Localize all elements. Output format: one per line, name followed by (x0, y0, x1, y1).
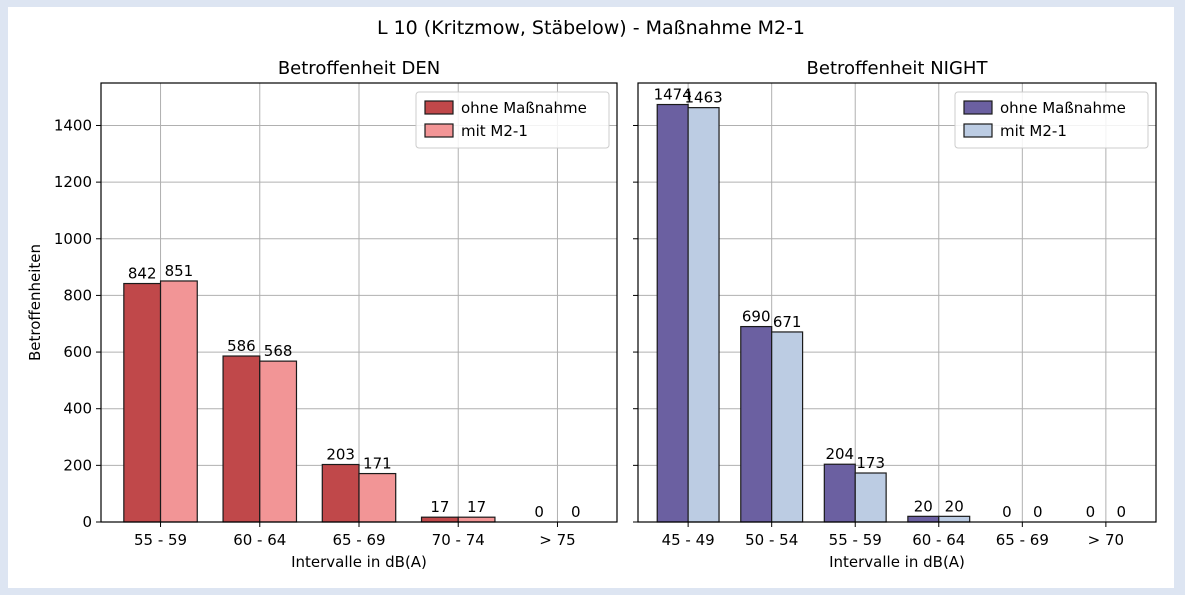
legend-label: ohne Maßnahme (1000, 99, 1126, 117)
bar (457, 516, 496, 523)
bar (907, 515, 940, 523)
y-tick-label: 800 (63, 286, 92, 304)
bar (420, 516, 459, 523)
bar (823, 463, 856, 523)
x-axis-label: Intervalle in dB(A) (291, 553, 427, 571)
legend-label: ohne Maßnahme (461, 99, 587, 117)
bar (771, 331, 804, 523)
x-tick-label: 45 - 49 (662, 531, 715, 549)
y-tick-label: 1200 (54, 173, 92, 191)
legend-box (954, 91, 1149, 149)
bar-labels: 842 586 203 17 0 851 568 171 17 0 (128, 262, 581, 521)
bar-value-label: 0 (1117, 503, 1127, 521)
bar-value-label: 173 (856, 454, 885, 472)
x-axis-label: Intervalle in dB(A) (829, 553, 965, 571)
figure-canvas: L 10 (Kritzmow, Stäbelow) - Maßnahme M2-… (8, 7, 1174, 588)
y-tick-label: 0 (82, 513, 92, 531)
bar-value-label: 17 (430, 498, 449, 516)
y-tick-label: 600 (63, 343, 92, 361)
bar (123, 282, 162, 523)
legend-swatch (424, 123, 454, 138)
x-tick-label: 65 - 69 (332, 531, 385, 549)
bar-value-label: 0 (534, 503, 544, 521)
bar-value-label: 1474 (654, 86, 692, 104)
bar-value-label: 0 (1002, 503, 1012, 521)
bar (222, 355, 261, 523)
bar-labels: 1474 690 204 20 0 0 1463 671 173 20 0 0 (654, 86, 1127, 521)
bar (687, 107, 720, 523)
legend: ohne Maßnahme mit M2-1 (415, 91, 610, 149)
bar (358, 472, 397, 523)
y-tick-label: 1400 (54, 116, 92, 134)
bar-value-label: 0 (571, 503, 581, 521)
bar-value-label: 0 (1086, 503, 1096, 521)
bar-value-label: 842 (128, 265, 157, 283)
x-tick-label: 60 - 64 (912, 531, 965, 549)
axes-title: Betroffenheit NIGHT (807, 58, 989, 79)
x-tick-label: 55 - 59 (134, 531, 187, 549)
y-axis-label: Betroffenheiten (26, 244, 44, 361)
x-tick-label: 50 - 54 (745, 531, 798, 549)
bar (854, 472, 887, 523)
chart-panel-2: 1474 690 204 20 0 0 1463 671 173 20 0 0 45 - 49 50 - … (633, 58, 1157, 571)
bar (321, 463, 360, 523)
bar-value-label: 671 (773, 313, 802, 331)
bar (938, 515, 971, 523)
chart-figure: L 10 (Kritzmow, Stäbelow) - Maßnahme M2-… (26, 17, 1157, 571)
x-tick-label: 55 - 59 (829, 531, 882, 549)
bar-value-label: 20 (945, 497, 964, 515)
bar (740, 325, 773, 523)
legend-label: mit M2-1 (1000, 122, 1067, 140)
legend-box (415, 91, 610, 149)
y-tick-label: 1000 (54, 230, 92, 248)
bar-value-label: 17 (467, 498, 486, 516)
legend-swatch (963, 123, 993, 138)
bar-value-label: 851 (165, 262, 194, 280)
bar-value-label: 586 (227, 337, 256, 355)
x-tick-label: 60 - 64 (233, 531, 286, 549)
y-tick-label: 200 (63, 456, 92, 474)
legend-swatch (963, 100, 993, 115)
figure-suptitle: L 10 (Kritzmow, Stäbelow) - Maßnahme M2-… (377, 17, 805, 39)
bar-value-label: 690 (742, 308, 771, 326)
x-tick-label: > 75 (539, 531, 575, 549)
x-tick-label: 70 - 74 (432, 531, 485, 549)
legend-label: mit M2-1 (461, 122, 528, 140)
axes-title: Betroffenheit DEN (278, 58, 440, 79)
bar-value-label: 203 (326, 446, 355, 464)
bar (259, 360, 298, 523)
legend: ohne Maßnahme mit M2-1 (954, 91, 1149, 149)
bar-value-label: 204 (825, 445, 854, 463)
bar-value-label: 1463 (684, 89, 722, 107)
x-tick-label: > 70 (1088, 531, 1124, 549)
y-tick-label: 400 (63, 400, 92, 418)
bar-value-label: 20 (914, 497, 933, 515)
bar (159, 280, 198, 523)
bar-value-label: 0 (1033, 503, 1043, 521)
x-tick-label: 65 - 69 (996, 531, 1049, 549)
axes-frame (637, 82, 1157, 523)
bar-value-label: 568 (264, 342, 293, 360)
bar-value-label: 171 (363, 455, 392, 473)
bar (656, 103, 689, 523)
chart-panel-1: 842 586 203 17 0 851 568 171 17 0 0 200 400 600 800 100… (26, 58, 618, 571)
legend-swatch (424, 100, 454, 115)
